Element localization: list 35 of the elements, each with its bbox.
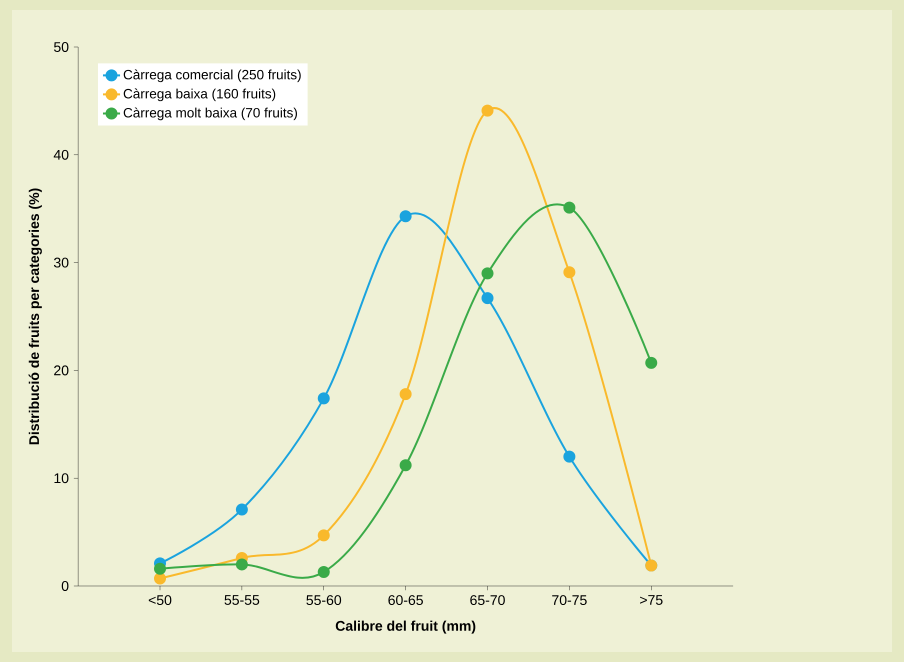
- y-tick-label: 0: [62, 581, 68, 591]
- x-tick-label: >75: [640, 595, 663, 605]
- point: [400, 388, 412, 400]
- legend-label: Càrrega comercial (250 fruits): [124, 69, 301, 82]
- point: [318, 566, 330, 578]
- point: [318, 529, 330, 542]
- x-tick-label: 60-65: [388, 595, 423, 606]
- point: [563, 266, 576, 278]
- y-tick-label: 20: [54, 365, 68, 376]
- point: [318, 392, 330, 404]
- point: [482, 267, 494, 280]
- y-tick-label: 50: [54, 42, 68, 52]
- y-tick-label: 40: [54, 150, 68, 160]
- x-tick-label: 55-55: [224, 595, 260, 605]
- point: [236, 558, 248, 570]
- point: [563, 450, 576, 463]
- point: [400, 459, 412, 472]
- legend-label: Càrrega baixa (160 fruits): [124, 88, 276, 102]
- point: [154, 562, 166, 575]
- x-tick-label: <50: [148, 595, 172, 606]
- point: [563, 202, 576, 214]
- legend-label: Càrrega molt baixa (70 fruits): [124, 107, 297, 120]
- point: [236, 503, 248, 516]
- y-axis-title: Distribució de fruits per categories (%): [28, 188, 42, 444]
- point: [482, 104, 494, 117]
- point: [482, 292, 494, 304]
- x-tick-label: 70-75: [552, 595, 587, 606]
- x-axis-title: Calibre del fruit (mm): [336, 620, 476, 634]
- x-tick-label: 55-60: [306, 595, 342, 606]
- point: [645, 356, 658, 369]
- y-tick-label: 30: [54, 258, 68, 268]
- point: [400, 210, 412, 222]
- x-tick-label: 65-70: [470, 595, 505, 606]
- point: [154, 572, 166, 584]
- y-tick-label: 10: [54, 473, 68, 484]
